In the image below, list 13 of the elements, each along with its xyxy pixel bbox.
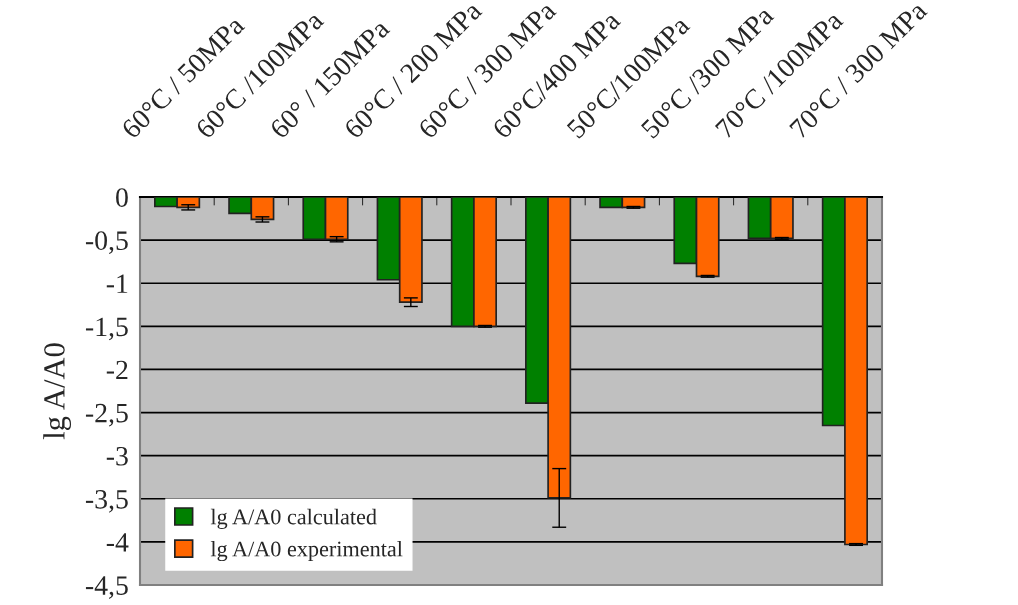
y-tick-label: 0: [116, 188, 128, 207]
y-tick-label: -4: [106, 533, 129, 552]
legend-label: lg A/A0 calculated: [210, 508, 377, 529]
y-tick-label: -4,5: [85, 576, 128, 599]
y-tick-label: -1: [106, 274, 128, 293]
legend-label: lg A/A0 experimental: [210, 540, 403, 562]
y-axis-title: lg A/A0: [43, 343, 72, 440]
y-tick-label: -1,5: [85, 317, 128, 341]
y-tick-label: -3,5: [85, 490, 128, 513]
y-tick-label: -2: [106, 360, 128, 380]
y-tick-label: -2,5: [85, 403, 128, 427]
y-tick-label: -3: [106, 446, 128, 466]
y-tick-label: -0,5: [85, 231, 128, 255]
